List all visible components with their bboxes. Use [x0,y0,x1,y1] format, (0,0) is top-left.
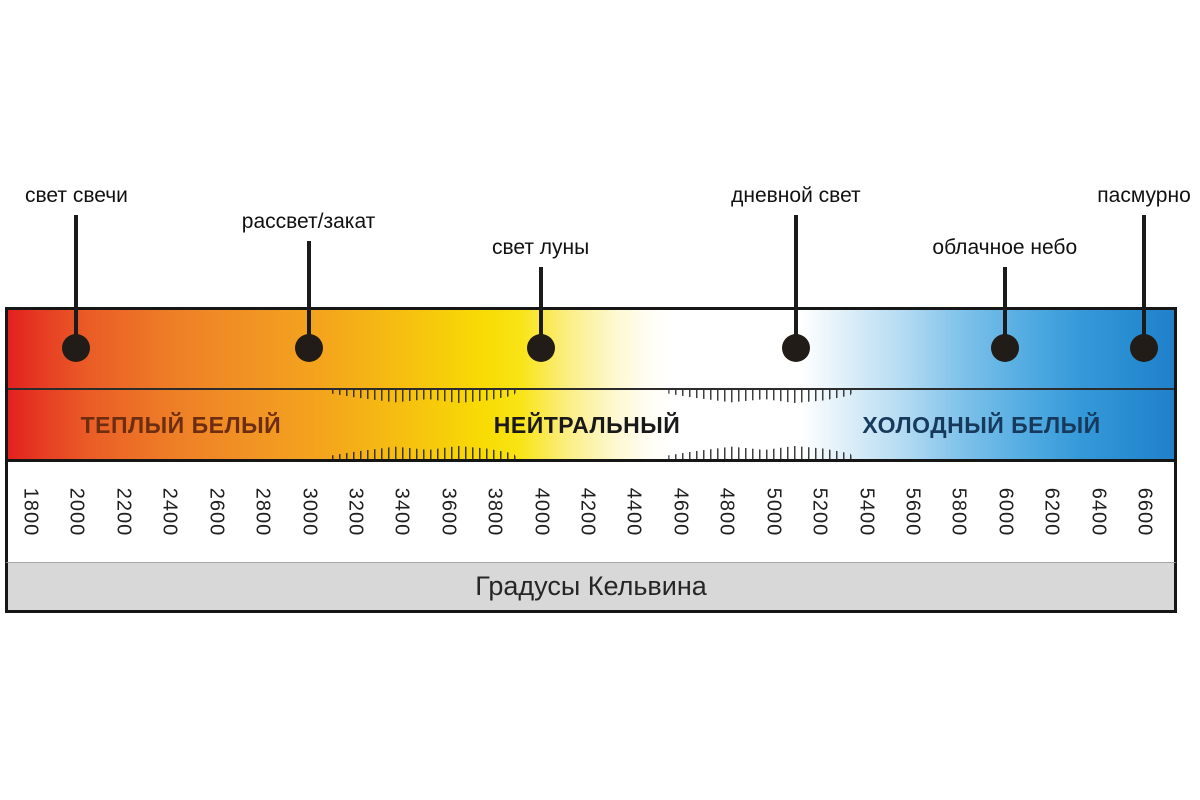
scale-divider-line [8,388,1174,390]
kelvin-tick-label: 5600 [901,487,924,537]
marker-dot [294,334,323,362]
kelvin-tick-label: 2000 [65,487,88,537]
marker-line [74,215,79,348]
marker-label: свет свечи [24,184,128,207]
marker-dot [62,334,91,362]
kelvin-tick-label: 2200 [112,487,135,537]
kelvin-tick-label: 3600 [437,487,460,537]
kelvin-tick-label: 3000 [298,487,321,537]
kelvin-tick-label: 5800 [947,487,970,537]
transition-ticks-top-2 [668,390,854,403]
kelvin-tick-label: 1800 [19,487,42,537]
kelvin-tick-label: 2600 [205,487,228,537]
zone-label-cold: ХОЛОДНЫЙ БЕЛЫЙ [862,412,1101,438]
kelvin-tick-label: 4400 [622,487,645,537]
kelvin-tick-label: 4800 [715,487,738,537]
zone-label-warm: ТЕПЛЫЙ БЕЛЫЙ [80,412,282,438]
kelvin-tick-label: 2800 [251,487,274,537]
marker-label: пасмурно [1097,184,1191,207]
kelvin-tick-label: 6600 [1133,487,1156,537]
transition-ticks-top-1 [331,390,518,403]
marker-line [538,267,543,348]
unit-bar-label: Градусы Кельвина [475,571,707,601]
kelvin-tick-label: 4000 [530,487,553,537]
kelvin-tick-label: 5200 [808,487,831,537]
marker-dot [1130,334,1159,362]
unit-bar: Градусы Кельвина [5,562,1177,613]
kelvin-tick-label: 3200 [344,487,367,537]
kelvin-tick-label: 5400 [855,487,878,537]
kelvin-tick-label: 6000 [994,487,1017,537]
kelvin-tick-label: 6400 [1087,487,1110,537]
marker-dot [526,334,555,362]
marker-label: дневной свет [731,184,861,207]
zone-label-neutral: НЕЙТРАЛЬНЫЙ [493,412,681,438]
marker-dot [781,334,810,362]
kelvin-tick-label: 2400 [158,487,181,537]
marker-line [793,215,798,348]
marker-dot [990,334,1019,362]
marker-line [1002,267,1007,348]
kelvin-tick-label: 6200 [1040,487,1063,537]
kelvin-tick-label: 3400 [390,487,413,537]
marker-line [306,241,311,348]
transition-ticks-bottom-1 [331,446,518,459]
color-temperature-gradient-bar: ТЕПЛЫЙ БЕЛЫЙ НЕЙТРАЛЬНЫЙ ХОЛОДНЫЙ БЕЛЫЙ [5,307,1177,462]
marker-label: облачное небо [932,236,1078,259]
marker-label: рассвет/закат [241,210,376,233]
kelvin-tick-label: 5000 [762,487,785,537]
kelvin-tick-label: 3800 [483,487,506,537]
kelvin-tick-label: 4600 [669,487,692,537]
kelvin-tick-label: 4200 [576,487,599,537]
kelvin-scale-band: 1800 2000 2200 2400 2600 2800 3000 3200 3400 3600… [5,462,1177,562]
transition-ticks-bottom-2 [668,446,854,459]
marker-line [1142,215,1147,348]
marker-label: свет луны [491,236,590,259]
